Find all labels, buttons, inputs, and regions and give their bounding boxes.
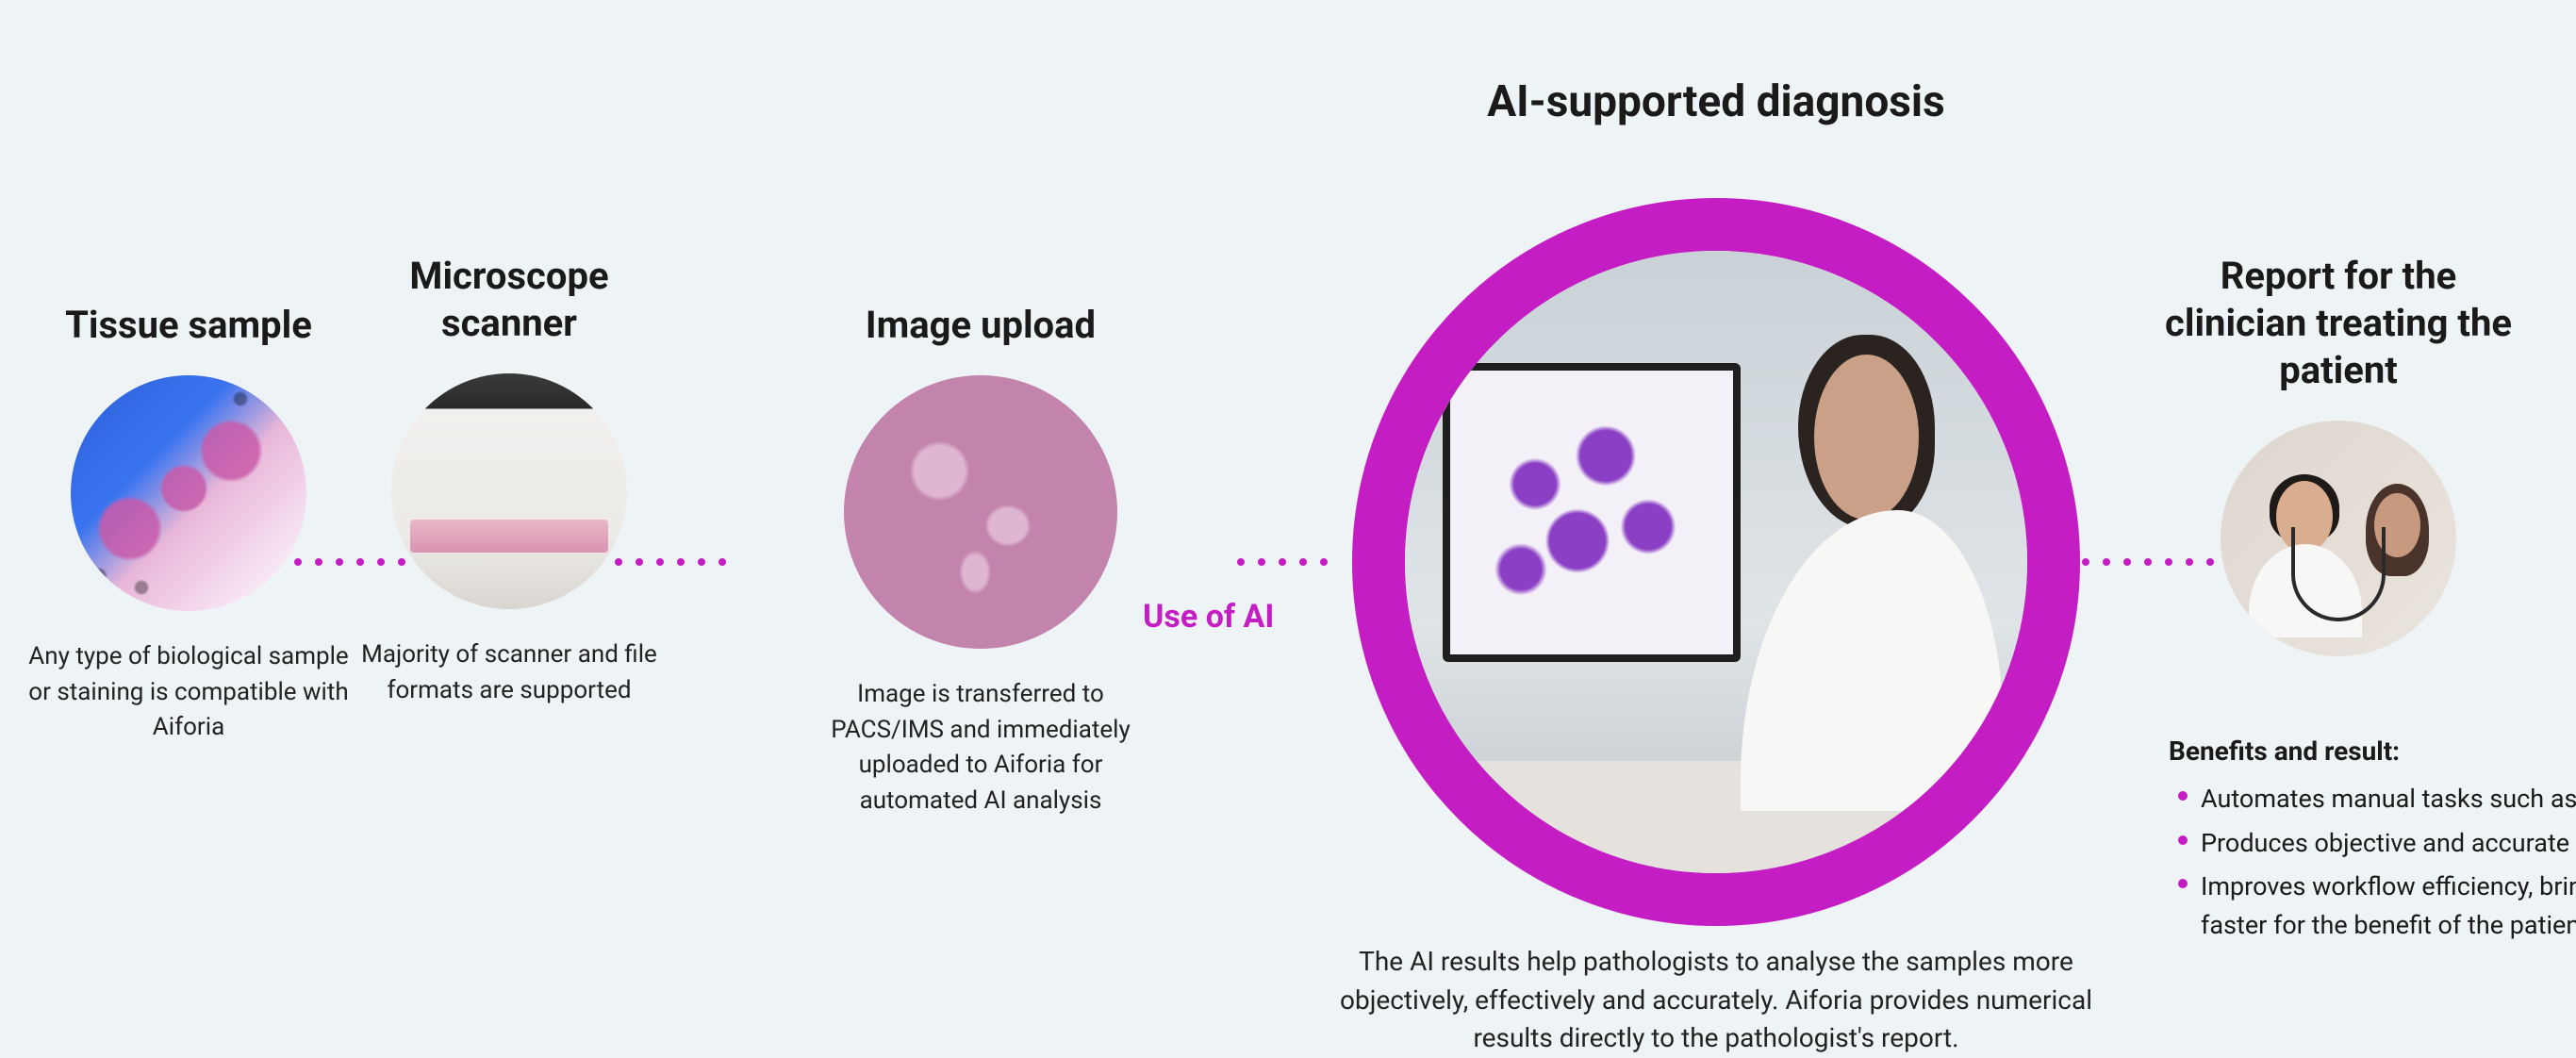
stage-tissue-desc: Any type of biological sample or stainin… [28,639,349,746]
stage-scanner-desc: Majority of scanner and file formats are… [339,637,679,708]
stage-ai-title: AI-supported diagnosis [1339,75,2093,130]
stage-tissue: Tissue sample Any type of biological sam… [28,302,349,746]
stage-report-title: Report for the clinician treating the pa… [2150,253,2527,394]
benefits-item: Produces objective and accurate data [2169,824,2576,863]
benefits-block: Benefits and result: Automates manual ta… [2169,736,2576,950]
stage-ai-image [1405,251,2027,873]
stage-upload-title: Image upload [866,302,1096,349]
stage-scanner: Microscope scanner Majority of scanner a… [339,253,679,708]
stage-scanner-title: Microscope scanner [409,253,608,347]
use-of-ai-label: Use of AI [1143,598,1274,636]
benefits-item: Automates manual tasks such as cell coun… [2169,780,2576,818]
stage-upload-image [844,375,1117,649]
stage-report: Report for the clinician treating the pa… [2150,253,2527,656]
benefits-list: Automates manual tasks such as cell coun… [2169,780,2576,944]
benefits-title: Benefits and result: [2169,736,2576,767]
benefits-item: Improves workflow efficiency, brings res… [2169,868,2576,944]
stage-scanner-image [391,373,627,609]
stage-tissue-image [71,375,306,611]
stage-upload: Image upload Image is transferred to PAC… [801,302,1160,819]
connector-seg-4 [1237,558,1339,566]
stage-report-image [2221,421,2456,656]
stage-tissue-title: Tissue sample [65,302,312,349]
stage-ai-desc: The AI results help pathologists to anal… [1329,943,2103,1058]
stage-upload-desc: Image is transferred to PACS/IMS and imm… [801,677,1160,819]
